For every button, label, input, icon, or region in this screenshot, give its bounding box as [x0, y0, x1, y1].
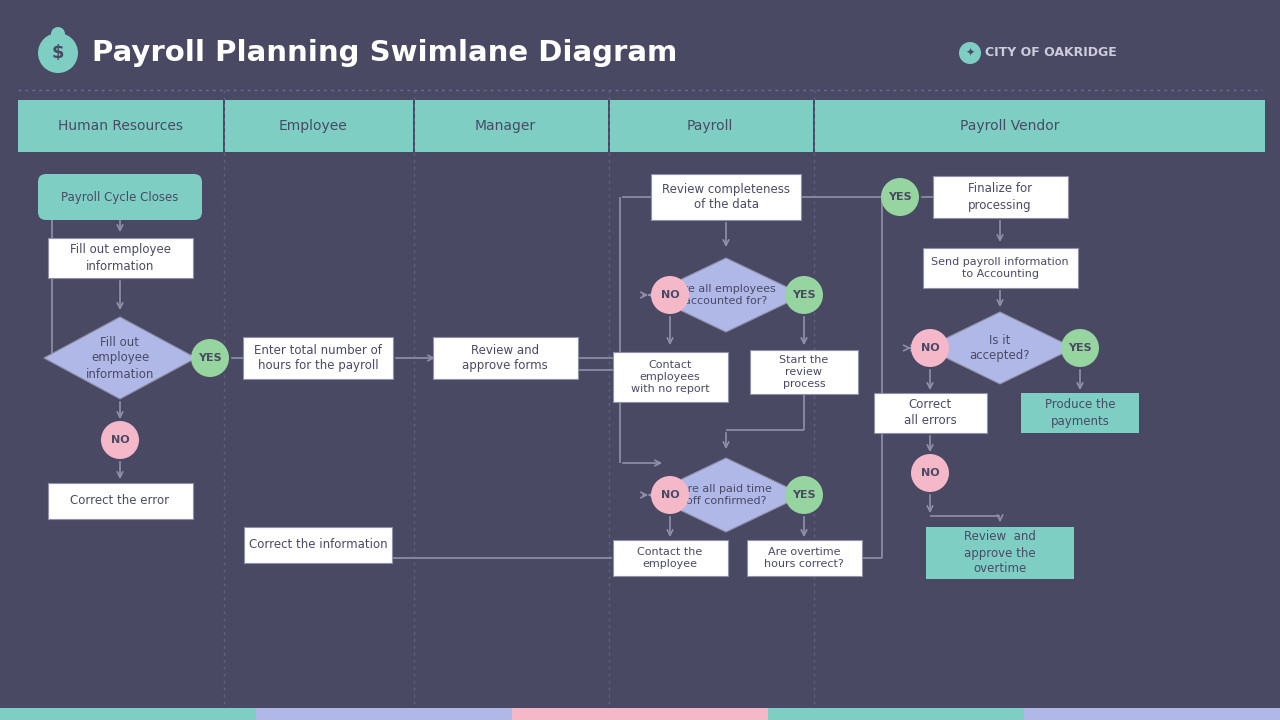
- Text: NO: NO: [660, 490, 680, 500]
- Text: Is it
accepted?: Is it accepted?: [970, 333, 1030, 362]
- Polygon shape: [649, 258, 804, 332]
- Text: Start the
review
process: Start the review process: [780, 355, 828, 390]
- Text: Send payroll information
to Accounting: Send payroll information to Accounting: [931, 257, 1069, 279]
- Text: Payroll Vendor: Payroll Vendor: [960, 119, 1060, 133]
- FancyBboxPatch shape: [923, 248, 1078, 288]
- Text: Review and
approve forms: Review and approve forms: [462, 343, 548, 372]
- Circle shape: [38, 33, 78, 73]
- FancyBboxPatch shape: [415, 100, 608, 152]
- Text: ✦: ✦: [965, 48, 974, 58]
- FancyBboxPatch shape: [0, 708, 256, 720]
- Circle shape: [652, 276, 689, 314]
- Text: Correct the error: Correct the error: [70, 495, 169, 508]
- FancyBboxPatch shape: [925, 527, 1074, 579]
- FancyBboxPatch shape: [652, 174, 801, 220]
- Text: Finalize for
processing: Finalize for processing: [968, 182, 1032, 212]
- FancyBboxPatch shape: [18, 100, 223, 152]
- Polygon shape: [649, 458, 804, 532]
- Text: Are all employees
accounted for?: Are all employees accounted for?: [676, 284, 776, 306]
- Circle shape: [881, 178, 919, 216]
- FancyBboxPatch shape: [933, 176, 1068, 218]
- Text: Contact
employees
with no report: Contact employees with no report: [631, 359, 709, 395]
- Circle shape: [785, 276, 823, 314]
- Circle shape: [101, 421, 140, 459]
- Text: NO: NO: [920, 468, 940, 478]
- Text: CITY OF OAKRIDGE: CITY OF OAKRIDGE: [986, 47, 1116, 60]
- Text: Fill out employee
information: Fill out employee information: [69, 243, 170, 272]
- Text: Contact the
employee: Contact the employee: [637, 546, 703, 570]
- FancyBboxPatch shape: [1021, 393, 1139, 433]
- Text: NO: NO: [110, 435, 129, 445]
- FancyBboxPatch shape: [873, 393, 987, 433]
- FancyBboxPatch shape: [512, 708, 768, 720]
- FancyBboxPatch shape: [225, 100, 413, 152]
- Text: Produce the
payments: Produce the payments: [1044, 398, 1115, 428]
- FancyBboxPatch shape: [38, 174, 202, 220]
- Circle shape: [785, 476, 823, 514]
- Text: Manager: Manager: [475, 119, 535, 133]
- FancyBboxPatch shape: [433, 337, 577, 379]
- Text: $: $: [51, 44, 64, 62]
- Text: Payroll Cycle Closes: Payroll Cycle Closes: [61, 191, 179, 204]
- Text: Are overtime
hours correct?: Are overtime hours correct?: [764, 546, 844, 570]
- Text: Payroll Planning Swimlane Diagram: Payroll Planning Swimlane Diagram: [92, 39, 677, 67]
- FancyBboxPatch shape: [256, 708, 512, 720]
- FancyBboxPatch shape: [244, 527, 392, 563]
- Text: Are all paid time
off confirmed?: Are all paid time off confirmed?: [680, 484, 772, 506]
- Text: Fill out
employee
information: Fill out employee information: [86, 336, 154, 380]
- Text: Correct
all errors: Correct all errors: [904, 398, 956, 428]
- Text: Enter total number of
hours for the payroll: Enter total number of hours for the payr…: [253, 343, 381, 372]
- Text: Human Resources: Human Resources: [58, 119, 183, 133]
- FancyBboxPatch shape: [243, 337, 393, 379]
- Text: NO: NO: [920, 343, 940, 353]
- Circle shape: [1061, 329, 1100, 367]
- Text: Review completeness
of the data: Review completeness of the data: [662, 182, 790, 212]
- Circle shape: [959, 42, 980, 64]
- Text: YES: YES: [888, 192, 911, 202]
- Circle shape: [191, 339, 229, 377]
- Text: Employee: Employee: [279, 119, 347, 133]
- FancyBboxPatch shape: [768, 708, 1024, 720]
- Text: YES: YES: [1069, 343, 1092, 353]
- FancyBboxPatch shape: [47, 238, 192, 278]
- Polygon shape: [925, 312, 1074, 384]
- FancyBboxPatch shape: [47, 483, 192, 519]
- Polygon shape: [44, 317, 196, 399]
- FancyBboxPatch shape: [750, 350, 858, 394]
- FancyBboxPatch shape: [613, 540, 727, 576]
- Text: Correct the information: Correct the information: [248, 539, 388, 552]
- FancyBboxPatch shape: [611, 100, 813, 152]
- FancyBboxPatch shape: [1024, 708, 1280, 720]
- Text: NO: NO: [660, 290, 680, 300]
- FancyBboxPatch shape: [815, 100, 1265, 152]
- Circle shape: [652, 476, 689, 514]
- FancyBboxPatch shape: [746, 540, 861, 576]
- Circle shape: [911, 454, 948, 492]
- FancyBboxPatch shape: [613, 352, 727, 402]
- Text: YES: YES: [792, 290, 815, 300]
- Text: YES: YES: [792, 490, 815, 500]
- Circle shape: [911, 329, 948, 367]
- Circle shape: [51, 27, 65, 41]
- Text: Payroll: Payroll: [687, 119, 733, 133]
- Text: Review  and
approve the
overtime: Review and approve the overtime: [964, 531, 1036, 575]
- Text: YES: YES: [198, 353, 221, 363]
